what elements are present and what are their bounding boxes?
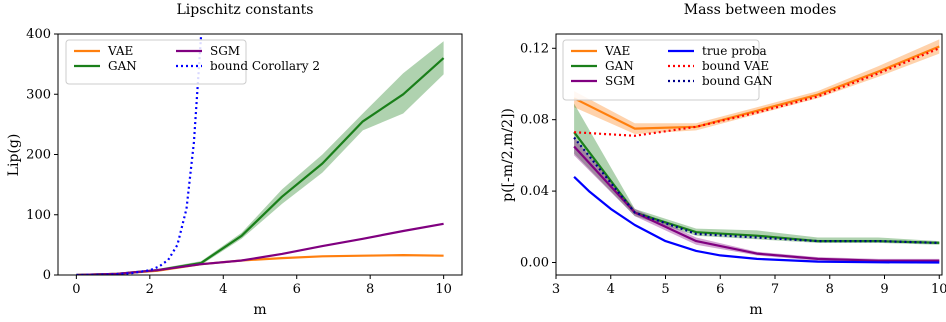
- y-tick-label: 200: [26, 148, 51, 163]
- legend-label: GAN: [108, 59, 137, 73]
- x-tick-label: 7: [771, 282, 779, 297]
- legend-label: SGM: [210, 44, 240, 58]
- legend-label: bound VAE: [702, 59, 769, 73]
- x-axis-label: m: [749, 302, 762, 318]
- x-tick-label: 2: [146, 282, 154, 297]
- x-tick-label: 3: [552, 282, 560, 297]
- plot-area: [573, 39, 940, 264]
- y-tick-label: 300: [26, 87, 51, 102]
- series-line-vae: [573, 45, 940, 130]
- series-line-gan: [573, 131, 940, 244]
- legend-label: true proba: [702, 44, 767, 58]
- y-tick-label: 0.12: [520, 41, 549, 56]
- legend-label: SGM: [605, 74, 635, 88]
- x-axis-label: m: [253, 302, 266, 318]
- x-tick-label: 0: [72, 282, 80, 297]
- series-line-true-proba: [573, 176, 940, 264]
- x-tick-label: 4: [607, 282, 615, 297]
- legend-box: [562, 39, 760, 101]
- y-axis-label: p([-m/2,m/2]): [500, 108, 516, 202]
- y-tick-label: 0: [43, 268, 51, 283]
- chart-lipschitz-constants: Lipschitz constants m Lip(g) 0 2 4 6 8 100100…: [6, 2, 463, 318]
- x-tick-label: 9: [880, 282, 888, 297]
- legend-label: bound GAN: [702, 74, 773, 88]
- y-tick-label: 0.04: [520, 184, 549, 199]
- chart-title: Mass between modes: [684, 2, 837, 18]
- x-tick-label: 5: [661, 282, 669, 297]
- x-tick-label: 6: [293, 282, 301, 297]
- series-line-sgm: [76, 222, 444, 275]
- y-tick-label: 100: [26, 208, 51, 223]
- series-line-bound-vae: [574, 47, 940, 137]
- x-tick-label: 6: [716, 282, 724, 297]
- x-tick-label: 10: [931, 282, 946, 297]
- legend-label: GAN: [605, 59, 634, 73]
- y-tick-label: 0.00: [520, 256, 549, 271]
- x-tick-label: 8: [826, 282, 834, 297]
- x-tick-label: 4: [219, 282, 227, 297]
- x-tick-label: 10: [435, 282, 452, 297]
- series-line-bound-gan: [573, 136, 940, 244]
- x-tick-label: 8: [366, 282, 374, 297]
- axes-frame: [555, 33, 943, 276]
- y-tick-label: 400: [26, 27, 51, 42]
- chart-mass-between-modes: Mass between modes m p([-m/2,m/2]) 3 4 5 6 7…: [500, 2, 946, 318]
- legend-label: VAE: [604, 44, 630, 58]
- legend-label: bound Corollary 2: [210, 59, 320, 73]
- legend-label: VAE: [107, 44, 133, 58]
- chart-title: Lipschitz constants: [177, 2, 314, 18]
- y-axis-label: Lip(g): [6, 134, 22, 177]
- y-tick-label: 0.08: [520, 113, 549, 128]
